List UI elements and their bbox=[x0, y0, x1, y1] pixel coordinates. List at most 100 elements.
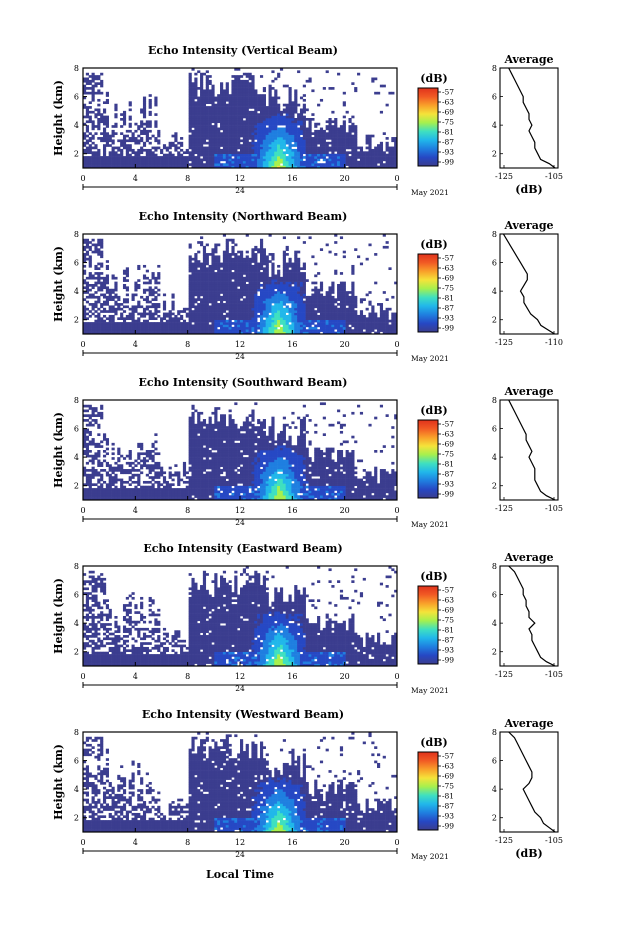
heatmap-cell bbox=[254, 113, 258, 116]
heatmap-cell bbox=[325, 319, 329, 323]
heatmap-cell bbox=[237, 153, 241, 157]
heatmap-cell bbox=[294, 317, 298, 321]
heatmap-cell bbox=[234, 151, 238, 155]
heatmap-cell bbox=[205, 291, 209, 294]
heatmap-cell bbox=[145, 158, 149, 162]
heatmap-cell bbox=[274, 293, 278, 297]
heatmap-cell bbox=[348, 146, 352, 150]
heatmap-cell bbox=[91, 75, 95, 78]
heatmap-cell bbox=[294, 153, 298, 157]
heatmap-cell bbox=[248, 89, 252, 93]
heatmap-cell bbox=[105, 324, 109, 328]
heatmap-cell bbox=[125, 274, 129, 278]
heatmap-cell bbox=[377, 158, 381, 162]
heatmap-cell bbox=[265, 158, 269, 162]
heatmap-cell bbox=[105, 158, 109, 162]
heatmap-cell bbox=[228, 137, 232, 140]
heatmap-cell bbox=[205, 163, 209, 166]
heatmap-cell bbox=[339, 158, 344, 162]
heatmap-cell bbox=[214, 134, 218, 138]
heatmap-cell bbox=[311, 307, 315, 311]
heatmap-cell bbox=[134, 305, 138, 309]
heatmap-cell bbox=[220, 153, 224, 157]
heatmap-cell bbox=[257, 120, 261, 124]
heatmap-cell bbox=[88, 295, 92, 299]
heatmap-cell bbox=[245, 110, 249, 114]
heatmap-cell bbox=[274, 163, 278, 166]
heatmap-cell bbox=[334, 317, 338, 321]
heatmap-cell bbox=[294, 281, 298, 285]
heatmap-cell bbox=[83, 488, 87, 491]
heatmap-cell bbox=[200, 163, 204, 166]
heatmap-cell bbox=[351, 295, 355, 299]
heatmap-cell bbox=[85, 329, 89, 332]
heatmap-cell bbox=[111, 298, 115, 301]
heatmap-cell bbox=[317, 148, 321, 152]
heatmap-cell bbox=[351, 156, 355, 159]
heatmap-cell bbox=[271, 122, 275, 126]
heatmap-cell bbox=[325, 120, 329, 124]
heatmap-cell bbox=[91, 490, 95, 494]
heatmap-cell bbox=[242, 141, 246, 145]
heatmap-cell bbox=[220, 137, 224, 140]
heatmap-cell bbox=[202, 110, 207, 114]
heatmap-cell bbox=[374, 156, 378, 159]
heatmap-cell bbox=[237, 281, 241, 285]
heatmap-cell bbox=[140, 156, 144, 159]
heatmap-cell bbox=[240, 129, 244, 133]
heatmap-cell bbox=[319, 165, 324, 169]
heatmap-cell bbox=[325, 310, 329, 313]
heatmap-cell bbox=[251, 84, 255, 88]
heatmap-cell bbox=[282, 260, 286, 263]
heatmap-cell bbox=[302, 267, 306, 271]
heatmap-cell bbox=[257, 108, 261, 112]
heatmap-cell bbox=[251, 125, 255, 128]
heatmap-cell bbox=[83, 84, 87, 88]
heatmap-cell bbox=[188, 151, 192, 155]
heatmap-cell bbox=[331, 284, 335, 287]
heatmap-cell bbox=[197, 146, 201, 150]
heatmap-cell bbox=[91, 122, 95, 126]
heatmap-cell bbox=[288, 113, 292, 116]
heatmap-cell bbox=[294, 269, 298, 273]
heatmap-cell bbox=[391, 331, 395, 335]
heatmap-cell bbox=[359, 153, 364, 157]
heatmap-cell bbox=[291, 274, 295, 278]
heatmap-cell bbox=[337, 291, 341, 294]
heatmap-cell bbox=[137, 127, 141, 131]
heatmap-cell bbox=[274, 89, 278, 93]
heatmap-cell bbox=[334, 322, 338, 325]
heatmap-cell bbox=[317, 165, 321, 169]
heatmap-cell bbox=[388, 146, 392, 150]
heatmap-cell bbox=[200, 310, 204, 313]
heatmap-cell bbox=[242, 303, 246, 306]
heatmap-cell bbox=[245, 108, 249, 112]
heatmap-cell bbox=[291, 115, 295, 119]
heatmap-cell bbox=[274, 324, 278, 328]
heatmap-cell bbox=[334, 153, 338, 157]
heatmap-cell bbox=[157, 134, 161, 138]
heatmap-cell bbox=[245, 291, 249, 294]
heatmap-cell bbox=[294, 156, 298, 159]
heatmap-cell bbox=[97, 262, 101, 266]
heatmap-cell bbox=[225, 245, 229, 249]
heatmap-cell bbox=[288, 269, 292, 273]
heatmap-cell bbox=[228, 295, 232, 299]
heatmap-cell bbox=[234, 331, 238, 335]
heatmap-cell bbox=[208, 91, 212, 95]
heatmap-cell bbox=[234, 279, 238, 282]
heatmap-cell bbox=[299, 314, 304, 318]
heatmap-cell bbox=[220, 264, 224, 268]
heatmap-cell bbox=[188, 77, 192, 81]
heatmap-cell bbox=[94, 407, 98, 410]
heatmap-cell bbox=[328, 125, 332, 128]
heatmap-cell bbox=[242, 267, 246, 271]
heatmap-cell bbox=[242, 146, 246, 150]
heatmap-cell bbox=[265, 322, 269, 325]
heatmap-cell bbox=[188, 295, 192, 299]
heatmap-cell bbox=[85, 243, 89, 247]
heatmap-cell bbox=[137, 317, 141, 321]
heatmap-cell bbox=[365, 329, 369, 332]
heatmap-cell bbox=[259, 139, 264, 143]
heatmap-cell bbox=[291, 120, 295, 124]
